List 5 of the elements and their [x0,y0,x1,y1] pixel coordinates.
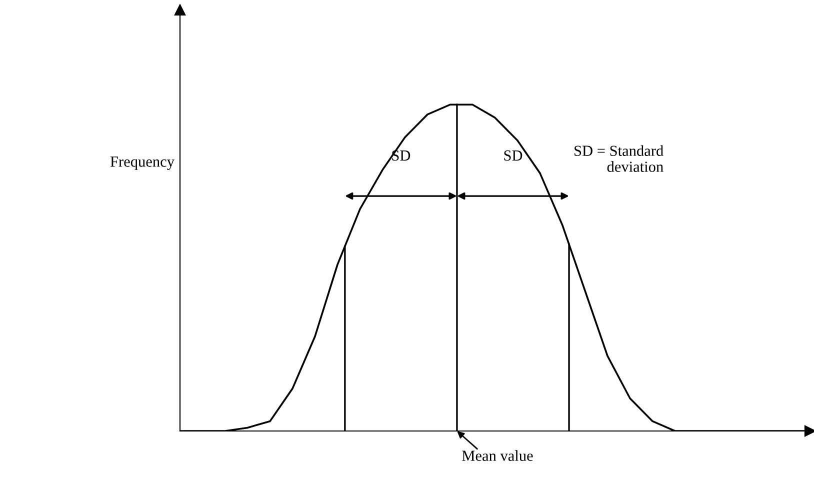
annotation: SD [392,150,410,161]
y-axis-title: Frequency [110,156,174,170]
annotation: SD [504,150,522,161]
text: Mean value [462,450,533,461]
annotation: SD = Standard deviation [574,145,664,172]
